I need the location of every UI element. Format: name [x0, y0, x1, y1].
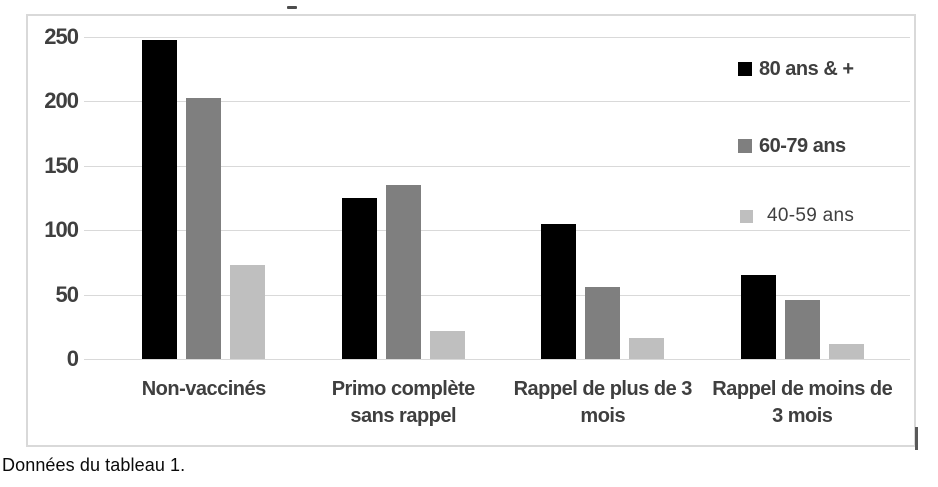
- x-category-label: Rappel de plus de 3 mois: [513, 378, 693, 427]
- bar-40-59-ans: [429, 330, 465, 359]
- y-tick-label: 250: [44, 24, 79, 49]
- gridline-0: [84, 359, 910, 360]
- x-category-label: Primo complète sans rappel: [331, 378, 476, 427]
- bar-40-59-ans: [828, 343, 864, 359]
- bar-40-59-ans: [230, 264, 266, 359]
- y-tick-label: 150: [44, 152, 79, 178]
- legend-swatch-icon: [738, 139, 752, 153]
- gridline-150: [84, 165, 910, 167]
- bar-60-79-ans: [784, 299, 820, 359]
- legend-entry: 80 ans & +: [738, 56, 854, 82]
- bar-80-ans-&-+: [541, 223, 577, 359]
- minimized-title-dash: [287, 6, 297, 9]
- x-axis: Non-vaccinés Primo complète sans rappel Ra…: [104, 376, 902, 430]
- y-tick-label: 200: [44, 88, 79, 114]
- bar-group: [703, 37, 903, 359]
- y-tick-label: 0: [66, 346, 79, 371]
- bar-60-79-ans: [385, 185, 421, 359]
- bar-80-ans-&-+: [142, 39, 178, 359]
- legend-swatch-icon: [738, 62, 752, 76]
- plot-area: [84, 37, 910, 360]
- gridline-200: [84, 101, 910, 103]
- gridline-50: [84, 294, 910, 296]
- gridline-100: [84, 230, 910, 232]
- bar-group: [104, 37, 304, 359]
- legend-label: 40-59 ans: [767, 205, 855, 226]
- bar-80-ans-&-+: [341, 198, 377, 359]
- chart-caption: Données du tableau 1.: [2, 455, 186, 475]
- x-category-label: Rappel de moins de 3 mois: [712, 378, 893, 427]
- bar-60-79-ans: [186, 97, 222, 359]
- legend-label: 60-79 ans: [759, 134, 846, 157]
- legend-entry: 60-79 ans: [738, 133, 846, 159]
- bars-row: [104, 37, 902, 359]
- selection-handle: [915, 427, 918, 450]
- x-category-label: Non-vaccinés: [141, 378, 267, 400]
- legend-swatch-icon: [740, 209, 753, 223]
- legend-entry: 40-59 ans: [738, 203, 854, 229]
- y-tick-label: 50: [55, 281, 79, 307]
- bar-group: [503, 37, 703, 359]
- chart-frame: 250 200 150 100 50 0 Non-vaccinés Primo complè…: [26, 14, 916, 447]
- legend-label: 80 ans & +: [759, 57, 854, 80]
- bar-80-ans-&-+: [740, 275, 776, 359]
- gridline-250: [84, 37, 910, 38]
- bar-40-59-ans: [629, 338, 665, 359]
- y-tick-label: 100: [44, 217, 79, 243]
- legend: 80 ans & + 60-79 ans 40-59 ans: [738, 16, 913, 246]
- bar-60-79-ans: [585, 286, 621, 359]
- bar-group: [304, 37, 504, 359]
- y-axis: 250 200 150 100 50 0: [28, 16, 79, 445]
